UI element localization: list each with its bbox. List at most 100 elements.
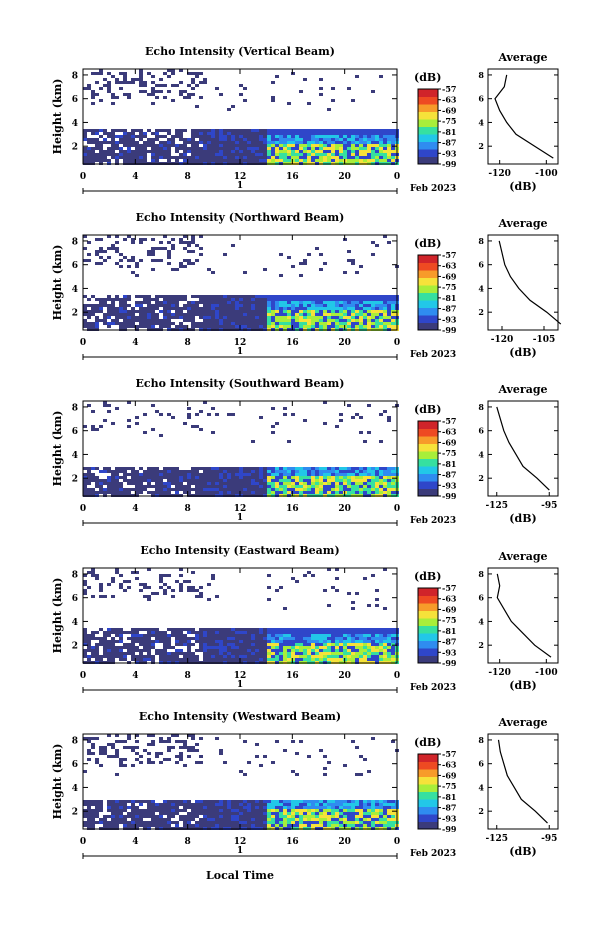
profile-y-tick-label: 4 [478, 616, 484, 626]
y-tick-label: 2 [72, 143, 78, 153]
panel-2: Echo Intensity (Northward Beam) 2 4 6 8 Heigh… [51, 211, 562, 360]
profile-y-tick-label: 8 [478, 735, 484, 745]
colorbar: -57-63-69-75-81-87-93-99 [417, 749, 457, 834]
colorbar-swatch [418, 814, 438, 822]
x-tick-label: 20 [338, 671, 351, 681]
profile-y-tick-label: 2 [478, 141, 484, 151]
colorbar-swatch [418, 761, 438, 770]
colorbar-swatch [418, 791, 438, 800]
colorbar-tick-label: -99 [442, 491, 457, 501]
colorbar-swatch [418, 655, 438, 664]
colorbar-tick-label: -69 [442, 105, 457, 115]
profile-y-tick-label: 6 [478, 94, 484, 104]
colorbar-tick-label: -87 [442, 470, 456, 480]
colorbar-tick-label: -99 [442, 325, 457, 335]
y-tick-label: 8 [72, 736, 78, 746]
x-tick-label: 16 [286, 671, 299, 681]
colorbar-frame [417, 88, 439, 165]
profile-x-tick-label: -100 [535, 169, 558, 179]
x-tick-label: 20 [338, 837, 351, 847]
y-tick-label: 4 [72, 618, 78, 628]
colorbar-swatch [418, 640, 438, 649]
colorbar: -57-63-69-75-81-87-93-99 [417, 250, 457, 335]
x-tick-label: 20 [338, 338, 351, 348]
colorbar-tick-label: -57 [442, 749, 456, 759]
x-tick-label: 4 [132, 837, 138, 847]
colorbar-tick-label: -75 [442, 448, 456, 458]
y-axis-label: Height (km) [51, 578, 64, 654]
profile-frame [487, 400, 559, 497]
colorbar-swatch [418, 104, 438, 112]
colorbar-unit-label: (dB) [414, 403, 441, 416]
colorbar-swatch [418, 821, 438, 830]
y-tick-label: 4 [72, 784, 78, 794]
x-tick-label: 8 [185, 671, 191, 681]
profile-x-tick-label: -105 [533, 335, 556, 345]
colorbar-swatch [418, 466, 438, 474]
colorbar-tick-label: -81 [442, 626, 456, 636]
y-tick-label: 4 [72, 119, 78, 129]
average-profile: Average 2 4 6 8 -120 -100(dB) [478, 550, 559, 692]
x-tick-label: 4 [132, 338, 138, 348]
x-tick-label: 12 [234, 504, 247, 514]
y-tick-label: 6 [72, 261, 78, 271]
x-tick-label: 12 [234, 671, 247, 681]
colorbar-tick-label: -69 [442, 271, 457, 281]
colorbar-tick-label: -57 [442, 84, 456, 94]
y-tick-label: 2 [72, 475, 78, 485]
x-tick-label: 0 [394, 837, 400, 847]
day-label: 1 [237, 513, 243, 523]
y-tick-label: 6 [72, 427, 78, 437]
day-label: 1 [237, 846, 243, 856]
panel-3: Echo Intensity (Southward Beam) 2 4 6 8 Heigh… [51, 377, 559, 526]
y-tick-label: 8 [72, 237, 78, 247]
y-tick-label: 8 [72, 403, 78, 413]
colorbar-tick-label: -87 [442, 304, 456, 314]
y-tick-label: 2 [72, 309, 78, 319]
profile-frame [487, 567, 559, 664]
profile-line [496, 573, 552, 658]
profile-y-tick-label: 6 [478, 426, 484, 436]
profile-line [497, 739, 548, 824]
colorbar-swatch [418, 473, 438, 482]
colorbar-swatch [418, 799, 438, 807]
colorbar-tick-label: -93 [442, 314, 457, 324]
colorbar-swatch [418, 270, 438, 278]
profile-y-tick-label: 6 [478, 593, 484, 603]
y-tick-label: 6 [72, 760, 78, 770]
profile-line [494, 74, 554, 159]
colorbar-tick-label: -63 [442, 760, 457, 770]
profile-frame [487, 733, 559, 830]
profile-x-tick-label: -100 [535, 668, 558, 678]
profile-title: Average [497, 383, 547, 396]
colorbar-swatch [418, 481, 438, 489]
colorbar-swatch [418, 156, 438, 165]
colorbar-swatch [418, 443, 438, 452]
colorbar-swatch [418, 784, 438, 792]
colorbar-unit-label: (dB) [414, 237, 441, 250]
colorbar-swatch [418, 806, 438, 815]
profile-y-tick-label: 8 [478, 236, 484, 246]
date-label: Feb 2023 [410, 184, 456, 194]
average-profile: Average 2 4 6 8 -125 -95 (dB) [478, 383, 559, 525]
colorbar-tick-label: -57 [442, 416, 456, 426]
y-axis-label: Height (km) [51, 411, 64, 487]
colorbar-swatch [418, 307, 438, 316]
x-tick-label: 0 [394, 671, 400, 681]
colorbar-swatch [418, 277, 438, 286]
x-tick-label: 4 [132, 671, 138, 681]
profile-x-tick-label: -125 [485, 834, 508, 844]
x-tick-label: 0 [80, 172, 86, 182]
panel-title: Echo Intensity (Southward Beam) [136, 377, 345, 390]
y-axis-label: Height (km) [51, 79, 64, 155]
colorbar-tick-label: -75 [442, 116, 456, 126]
profile-line [496, 406, 550, 491]
colorbar: -57-63-69-75-81-87-93-99 [417, 84, 457, 169]
day-label: 1 [237, 680, 243, 690]
y-tick-label: 4 [72, 285, 78, 295]
colorbar-tick-label: -75 [442, 282, 456, 292]
profile-x-label: (dB) [509, 346, 536, 359]
profile-y-tick-label: 8 [478, 569, 484, 579]
colorbar-frame [417, 254, 439, 331]
y-tick-label: 8 [72, 71, 78, 81]
